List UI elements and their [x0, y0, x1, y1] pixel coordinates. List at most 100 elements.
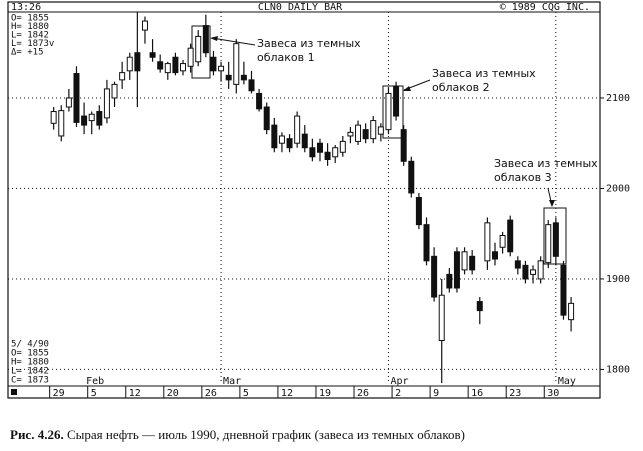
caption-label: Рис. 4.26. [10, 427, 64, 442]
candle-body [476, 301, 483, 312]
arrow-head-1 [210, 36, 218, 41]
candle-body [431, 255, 438, 298]
annotation: Завеса из темных [432, 67, 536, 80]
candle-body [256, 92, 263, 110]
candle-body [362, 129, 369, 140]
annotation: облаков 3 [494, 171, 552, 184]
candle-body [499, 235, 506, 248]
candle-body [408, 160, 415, 194]
candle-body [568, 302, 575, 321]
chart: 13:26 CLN0 DAILY BAR © 1989 CQG INC. 180… [7, 1, 630, 399]
candle-body [141, 20, 148, 31]
info-line: O= 1855 [11, 14, 49, 24]
annotation: облаков 2 [432, 81, 490, 94]
candle-body [370, 120, 377, 140]
candle-body [347, 131, 354, 137]
x-tick-label: 26 [357, 388, 369, 399]
y-tick-label: 1900 [606, 274, 630, 285]
candle-body [58, 110, 65, 137]
info-line: Δ= +15 [11, 48, 44, 58]
candle-body [560, 264, 567, 316]
arrow-head-3 [549, 200, 555, 207]
candle-body [484, 222, 491, 262]
x-tick-label: 30 [547, 388, 559, 399]
x-tick-label: 29 [53, 388, 65, 399]
candle-body [286, 138, 293, 149]
candle-body [415, 197, 422, 226]
candle-body [218, 65, 225, 72]
candle-body [88, 113, 95, 122]
caption: Рис. 4.26. Сырая нефть — июль 1990, днев… [10, 427, 465, 443]
candle-body [263, 106, 270, 131]
candle-body [187, 47, 194, 67]
info-line: H= 1880 [11, 358, 49, 368]
candle-body [491, 251, 498, 260]
header-time: 13:26 [11, 2, 41, 13]
y-tick-label: 1800 [606, 364, 630, 375]
arrow-1 [211, 37, 256, 46]
candle-body [195, 35, 202, 63]
candle-body [453, 251, 460, 289]
candle-body [324, 151, 331, 160]
info-line: O= 1855 [11, 349, 49, 359]
candle-body [552, 222, 559, 257]
info-line: L= 1873v [11, 39, 54, 49]
candle-body [126, 56, 133, 72]
x-tick-label: 23 [509, 388, 521, 399]
candle-body [278, 135, 285, 144]
candle-body [103, 88, 110, 119]
x-tick-label: 26 [205, 388, 217, 399]
candle-body [96, 111, 103, 126]
candle-body [240, 74, 247, 81]
candle-body [385, 92, 392, 131]
x-tick-label: 19 [319, 388, 331, 399]
annotation: облаков 1 [257, 51, 315, 64]
candle-body [393, 85, 400, 117]
candle-body [461, 251, 468, 271]
candle-body [446, 273, 453, 289]
candle-body [180, 63, 187, 72]
scroll-marker [11, 389, 17, 395]
candle-body [377, 126, 384, 135]
candle-body [301, 133, 308, 149]
candle-body [514, 260, 521, 269]
info-line: H= 1880 [11, 22, 49, 32]
month-label: Feb [86, 376, 104, 387]
candle-body [164, 63, 171, 74]
month-label: Mar [223, 376, 241, 387]
frame [7, 1, 601, 399]
x-tick-label: 12 [281, 388, 293, 399]
candle-body [73, 73, 80, 123]
candle-body [134, 52, 141, 72]
y-tick-label: 2000 [606, 183, 630, 194]
candle-body [316, 142, 323, 153]
x-tick-label: 5 [243, 388, 249, 399]
candle-body [81, 115, 88, 126]
annotation: Завеса из темных [257, 37, 361, 50]
arrow-heads [210, 36, 555, 207]
candle-body [119, 72, 126, 81]
candle-body [530, 269, 537, 275]
candle-body [545, 224, 552, 264]
candle-body [332, 147, 339, 158]
candle-body [537, 260, 544, 280]
candle-body [271, 124, 278, 149]
x-tick-label: 9 [433, 388, 439, 399]
x-tick-label: 12 [129, 388, 141, 399]
y-tick-label: 2100 [606, 93, 630, 104]
candle-body [522, 264, 529, 280]
candle-body [157, 61, 164, 70]
candle-body [423, 224, 430, 262]
candle-body [438, 294, 445, 341]
candle-body [65, 97, 72, 108]
x-tick-label: 20 [167, 388, 179, 399]
candle-body [355, 124, 362, 142]
header-title: CLN0 DAILY BAR [258, 2, 343, 13]
candle-body [172, 56, 179, 74]
candle-body [309, 147, 316, 158]
candle-body [507, 219, 514, 253]
info-line: C= 1873 [11, 376, 49, 386]
info-line: 5/ 4/90 [11, 340, 49, 350]
header-copyright: © 1989 CQG INC. [500, 2, 590, 13]
